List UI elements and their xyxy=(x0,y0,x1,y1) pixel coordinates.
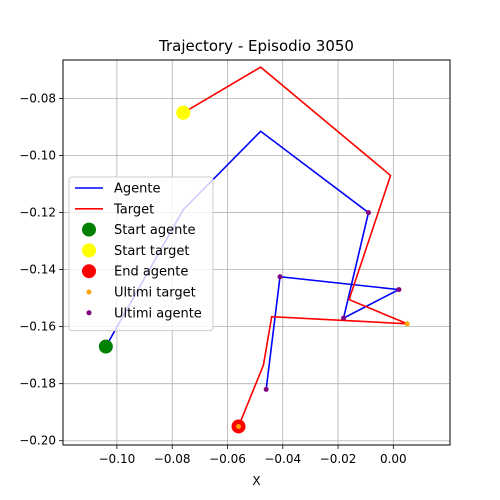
legend-label: End agente xyxy=(114,265,188,280)
legend-label: Agente xyxy=(114,182,160,197)
ultimi-target-point xyxy=(236,424,241,429)
start-agente-point xyxy=(99,340,113,354)
target-line xyxy=(183,67,407,426)
y-tick-label: −0.16 xyxy=(19,320,56,334)
ultimi-agente-point xyxy=(366,210,371,215)
chart-title: Trajectory - Episodio 3050 xyxy=(158,37,354,55)
legend-label: Ultimi target xyxy=(114,286,196,301)
x-tick-label: 0.00 xyxy=(380,452,407,466)
y-tick-label: −0.08 xyxy=(19,92,56,106)
start-target-point xyxy=(176,106,190,120)
y-tick-label: −0.14 xyxy=(19,263,56,277)
x-tick-label: −0.02 xyxy=(320,452,357,466)
ultimi-agente-point xyxy=(277,274,282,279)
ultimi-target-point xyxy=(405,321,410,326)
legend: Agente Target Start agente Start target End … xyxy=(69,177,213,331)
y-tick-label: −0.12 xyxy=(19,206,56,220)
ultimi-agente-point xyxy=(264,387,269,392)
y-tick-label: −0.20 xyxy=(19,434,56,448)
legend-swatch xyxy=(87,290,92,295)
ultimi-agente-point xyxy=(341,316,346,321)
legend-swatch xyxy=(87,310,92,315)
legend-label: Target xyxy=(113,202,154,217)
x-tick-label: −0.04 xyxy=(264,452,301,466)
legend-swatch xyxy=(82,243,96,257)
y-tick-label: −0.10 xyxy=(19,149,56,163)
x-axis-label: X xyxy=(252,474,260,488)
ultimi-agente-point xyxy=(396,287,401,292)
legend-swatch xyxy=(82,223,96,237)
x-tick-label: −0.06 xyxy=(209,452,246,466)
legend-swatch xyxy=(82,264,96,278)
x-tick-label: −0.08 xyxy=(154,452,191,466)
legend-label: Ultimi agente xyxy=(114,306,202,321)
legend-label: Start target xyxy=(114,244,189,259)
y-tick-label: −0.18 xyxy=(19,377,56,391)
legend-label: Start agente xyxy=(114,223,195,238)
x-tick-label: −0.10 xyxy=(99,452,136,466)
